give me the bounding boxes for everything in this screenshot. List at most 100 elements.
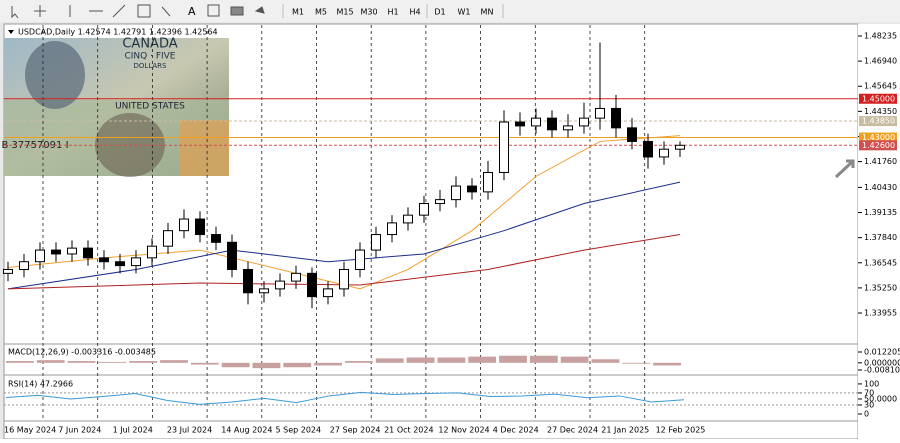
candle-body [451,185,461,201]
candle-body [3,268,13,274]
candle-body [643,140,653,158]
level-label: 1.43000 [862,133,895,142]
candle-body [627,127,637,142]
timeframe-button[interactable]: M30 [360,8,377,17]
timeframe-button[interactable]: M15 [336,8,353,17]
candle-body [611,107,621,129]
rsi-title: RSI(14) 47.2966 [8,380,73,389]
candle-body [483,171,493,193]
candle-body [515,121,525,127]
timeframe-button[interactable]: H1 [387,8,398,17]
macd-tick-label: 0.012205 [864,348,900,357]
macd-bar [6,361,34,363]
macd-tick-label: 0.000000 [864,358,900,367]
candle-body [163,230,173,247]
timeframe-button[interactable]: M5 [315,8,327,17]
macd-tick-label: -0.008105 [864,365,900,374]
macd-bar [653,362,681,366]
y-tick-label: 1.37840 [864,233,897,242]
timeframe-button[interactable]: MN [481,8,494,17]
y-tick-label: 1.36545 [864,258,897,267]
macd-bar [437,357,466,363]
y-tick-label: 1.46940 [864,57,897,66]
y-tick-label: 1.35250 [864,283,897,292]
candle-body [179,218,189,232]
y-tick-label: 1.41760 [864,157,897,166]
level-label-bg [859,140,897,151]
channel-icon[interactable] [137,4,151,18]
date-label: 4 Dec 2024 [493,426,539,435]
candle-body [499,121,509,173]
text-icon[interactable]: A [188,5,196,18]
arrow-icon[interactable] [254,6,265,14]
y-tick-label: 1.39135 [864,208,897,217]
candle-body [595,107,605,119]
timeframe-button[interactable]: D1 [434,8,445,17]
chart-title: USDCAD,Daily 1.42574 1.42791 1.42396 1.4… [18,28,218,37]
macd-bar [98,361,127,363]
y-tick-label: 1.40430 [864,183,897,192]
timeframe-button[interactable]: W1 [458,8,471,17]
candle-body [547,117,557,131]
macd-bar [468,356,497,363]
candle-body [371,234,381,251]
date-label: 27 Sep 2024 [330,426,381,435]
candle-body [419,203,429,216]
macd-bar [221,362,250,368]
macd-bar [252,362,281,369]
date-label: 21 Jan 2025 [601,426,649,435]
level-label: 1.42600 [862,141,895,150]
trendline-icon[interactable] [112,4,126,18]
candle-body [67,247,77,255]
date-label: 27 Dec 2024 [547,426,598,435]
candle-body [19,261,29,270]
image-text: CANADA [122,37,177,52]
timeframe-button[interactable]: M1 [292,8,304,17]
rect-icon[interactable] [230,6,244,16]
candle-body [259,288,269,294]
date-label: 14 Aug 2024 [221,426,272,435]
date-label: 12 Nov 2024 [438,426,489,435]
title-marker [8,30,14,34]
date-label: 23 Jul 2024 [167,426,212,435]
candle-body [355,249,365,270]
rsi-tick-label: 30 [864,400,874,409]
date-label: 16 May 2024 [4,426,56,435]
macd-bar [283,362,312,368]
level-label-bg [859,116,897,127]
candle-body [659,148,669,158]
candle-body [467,185,477,193]
level-label-bg [859,93,897,104]
bill-corner [180,120,229,176]
candle-body [211,234,221,243]
macd-bar [314,362,342,366]
candle-body [195,218,205,236]
label-icon[interactable] [207,4,220,17]
candle-body [323,288,333,298]
candle-body [387,222,397,236]
image-text: DOLLARS [134,62,168,70]
macd-bar [160,360,188,363]
candle-body [83,247,93,259]
rsi-tick-label: 70 [864,388,874,397]
y-tick-label: 1.48235 [864,31,897,40]
date-label: 5 Sep 2024 [276,426,322,435]
candle-body [115,261,125,267]
image-text: CINQ · FIVE [124,52,175,62]
candle-body [563,125,573,131]
macd-bar [406,357,435,363]
macd-bar [190,362,219,365]
cursor-icon[interactable] [11,6,19,19]
macd-bar [622,362,651,364]
candle-body [147,245,157,259]
y-tick-label: 1.33955 [864,309,897,318]
fibo-icon[interactable] [161,6,171,17]
macd-title: MACD(12,26,9) -0.003316 -0.003485 [8,348,156,357]
macd-bar [129,361,158,363]
candle-body [403,214,413,224]
candle-body [131,257,141,267]
crosshair-icon[interactable] [34,5,46,17]
timeframe-button[interactable]: H4 [409,8,420,17]
level-label: 1.45000 [862,94,895,103]
date-label: 12 Feb 2025 [656,426,706,435]
